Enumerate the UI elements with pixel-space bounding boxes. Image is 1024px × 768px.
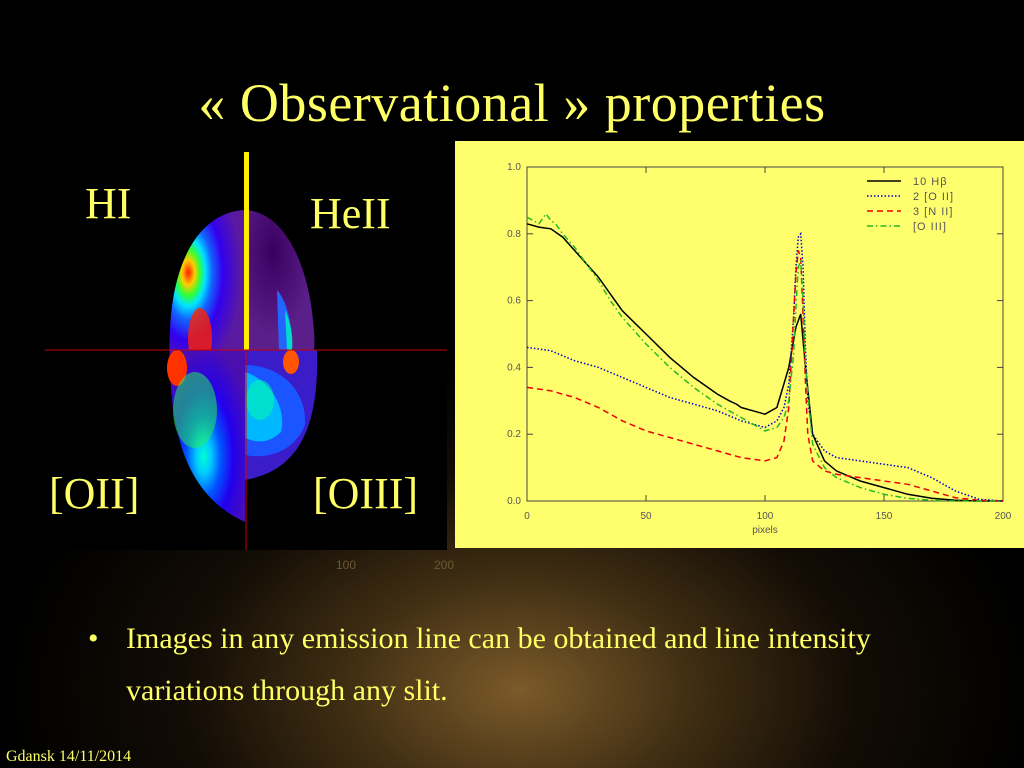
x-tick-label: 50: [640, 511, 652, 522]
legend-label-2: 2 [O II]: [913, 191, 954, 203]
slide-title: « Observational » properties: [198, 73, 826, 133]
y-tick-label: 0.8: [507, 229, 521, 240]
series-line-1: [526, 223, 1003, 502]
line-profile-chart: 0 50 100 150 200 0.0 0.2 0.4 0.6 0.8 1.0 pixels 10 H…: [507, 162, 1012, 536]
footer-date: Gdansk 14/11/2014: [6, 748, 132, 765]
bullet-text: Images in any emission line can be obtai…: [126, 622, 871, 707]
vertical-divider: [244, 152, 249, 350]
map-label-hi: HI: [85, 179, 132, 228]
bullet-marker: •: [88, 622, 99, 655]
map-under-tick-200: 200: [434, 558, 455, 572]
map-label-heii: HeII: [310, 189, 391, 238]
x-tick-label: 100: [757, 511, 774, 522]
emission-map-image: [45, 152, 447, 550]
y-tick-label: 0.6: [507, 296, 521, 307]
legend-label-4: [O III]: [913, 221, 947, 233]
x-axis-label: pixels: [752, 525, 778, 536]
y-tick-label: 0.0: [507, 496, 521, 507]
legend-label-1: 10 Hβ: [913, 176, 948, 188]
legend-label-3: 3 [N II]: [913, 206, 953, 218]
series-line-4: [526, 212, 1003, 502]
map-label-oii: [OII]: [49, 469, 140, 518]
x-tick-label: 200: [995, 511, 1012, 522]
x-tick-label: 0: [524, 511, 530, 522]
x-tick-label: 150: [876, 511, 893, 522]
map-label-oiii: [OIII]: [313, 469, 419, 518]
y-tick-label: 0.2: [507, 429, 521, 440]
emission-map-panel: HI HeII [OII] [OIII]: [45, 150, 447, 550]
line-profile-chart-panel: 0 50 100 150 200 0.0 0.2 0.4 0.6 0.8 1.0 pixels 10 H…: [455, 141, 1024, 548]
series-line-2: [526, 231, 1004, 502]
map-under-tick-100: 100: [336, 558, 357, 572]
series-line-3: [526, 250, 1004, 502]
y-tick-label: 1.0: [507, 162, 521, 173]
y-tick-label: 0.4: [507, 362, 521, 373]
